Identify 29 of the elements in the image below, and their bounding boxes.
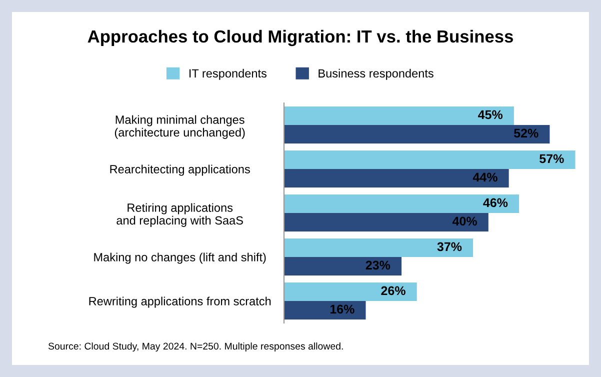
bar	[284, 301, 366, 320]
y-tick-label: Rewriting applications from scratch	[89, 296, 271, 308]
bar	[284, 238, 474, 257]
data-label: 44%	[472, 172, 498, 182]
data-label: 57%	[540, 154, 564, 164]
data-label: 40%	[452, 216, 477, 226]
y-tick-label: Retiring applications and replacing with SaaS	[116, 203, 243, 227]
data-label: 37%	[437, 242, 462, 252]
chart-title: Approaches to Cloud Migration: IT vs. the Business	[88, 30, 513, 46]
data-label: 46%	[483, 198, 508, 208]
bar	[284, 106, 514, 125]
data-label: 16%	[330, 304, 354, 314]
bar	[284, 282, 417, 301]
data-label: 23%	[366, 260, 390, 270]
bar	[284, 257, 402, 276]
data-label: 26%	[381, 286, 406, 296]
data-label: 52%	[514, 128, 538, 138]
y-tick-label: Making minimal changes (architecture unchanged)	[114, 115, 245, 139]
source-note: Source: Cloud Study, May 2024. N=250. Multiple responses allowed.	[48, 342, 343, 352]
legend-label: Business respondents	[318, 68, 434, 80]
bar	[284, 150, 576, 169]
bar	[284, 194, 520, 213]
y-tick-label: Making no changes (lift and shift)	[94, 252, 266, 264]
legend-label: IT respondents	[189, 68, 267, 80]
bar	[284, 213, 488, 232]
y-tick-label: Rearchitecting applications	[110, 164, 250, 176]
data-label: 45%	[478, 110, 503, 120]
bar	[284, 125, 550, 144]
bar	[284, 169, 509, 188]
